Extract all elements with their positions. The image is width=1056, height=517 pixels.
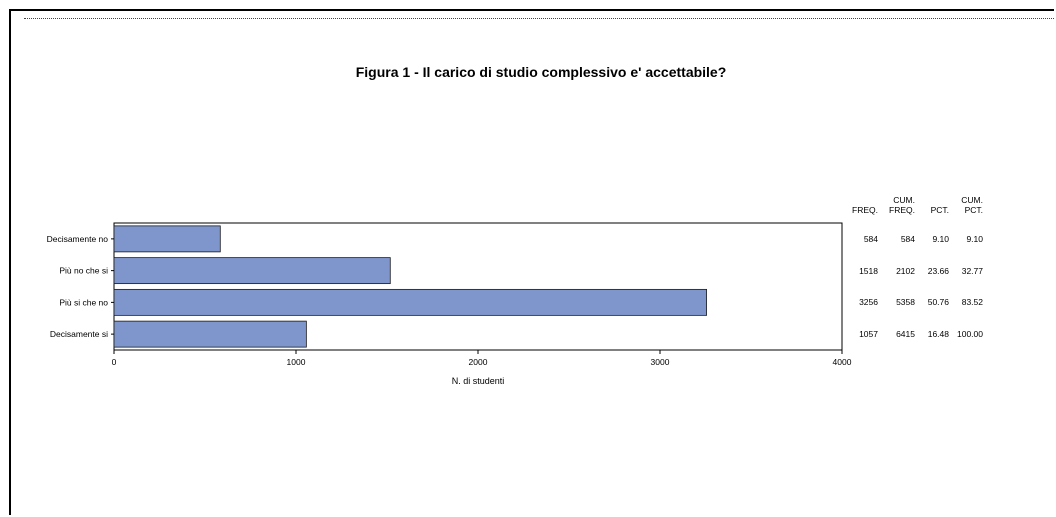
stats-cell: 5358 <box>896 297 915 308</box>
stats-cell: 2102 <box>896 265 915 276</box>
page-frame <box>9 9 1054 515</box>
stats-cell: 6415 <box>896 329 915 340</box>
stats-cell: 9.10 <box>966 233 983 244</box>
x-axis-label: N. di studenti <box>452 376 505 386</box>
y-tick-label: Più si che no <box>59 297 108 307</box>
stats-cell: 1057 <box>859 329 878 340</box>
stats-cell: 50.76 <box>927 297 949 308</box>
bar <box>113 225 221 253</box>
y-tick-label: Decisamente no <box>47 234 109 244</box>
stats-cell: 3256 <box>859 297 878 308</box>
x-tick-label: 4000 <box>833 357 852 367</box>
stats-cell: 584 <box>900 233 915 244</box>
stats-cell: 100.00 <box>957 329 983 340</box>
bar <box>113 288 707 316</box>
chart-title: Figura 1 - Il carico di studio complessi… <box>355 64 727 80</box>
stats-cell: 9.10 <box>932 233 949 244</box>
dotted-rule <box>24 18 1054 19</box>
stats-column-header: CUM. PCT. <box>961 195 983 215</box>
x-tick-label: 2000 <box>469 357 488 367</box>
stats-column-header: CUM. FREQ. <box>889 195 915 215</box>
y-tick-label: Decisamente si <box>50 329 108 339</box>
stats-cell: 16.48 <box>927 329 949 340</box>
x-tick-label: 1000 <box>287 357 306 367</box>
stats-cell: 23.66 <box>927 265 949 276</box>
stats-cell: 1518 <box>859 265 878 276</box>
stats-cell: 32.77 <box>961 265 983 276</box>
stats-column-header: PCT. <box>930 205 949 215</box>
bar <box>113 257 391 285</box>
x-tick-label: 3000 <box>651 357 670 367</box>
y-tick-label: Più no che si <box>59 266 108 276</box>
x-tick-label: 0 <box>112 357 117 367</box>
stats-cell: 584 <box>863 233 878 244</box>
stats-cell: 83.52 <box>961 297 983 308</box>
bar <box>113 320 307 348</box>
stats-column-header: FREQ. <box>852 205 878 215</box>
